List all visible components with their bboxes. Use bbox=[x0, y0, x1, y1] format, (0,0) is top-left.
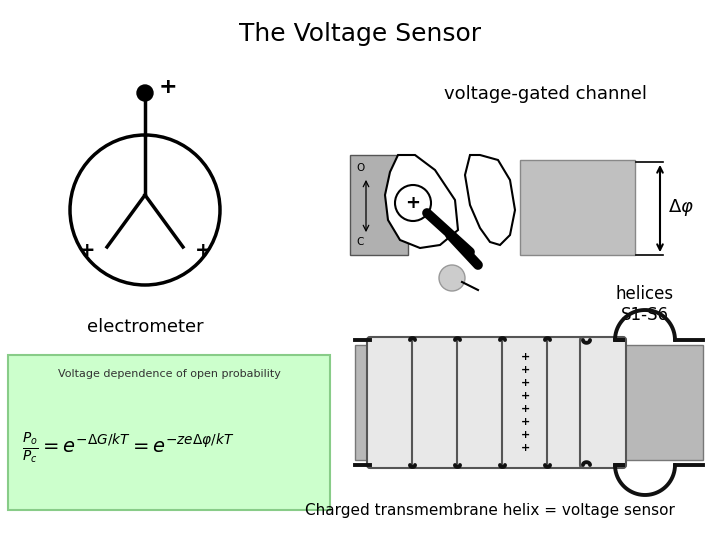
Text: electrometer: electrometer bbox=[86, 318, 203, 336]
Text: C: C bbox=[356, 237, 364, 247]
FancyBboxPatch shape bbox=[547, 337, 593, 468]
Text: +: + bbox=[521, 378, 530, 388]
FancyBboxPatch shape bbox=[580, 337, 626, 468]
FancyBboxPatch shape bbox=[502, 337, 548, 468]
Bar bbox=[350, 155, 408, 255]
Bar bbox=[520, 160, 635, 255]
Circle shape bbox=[439, 265, 465, 291]
Bar bbox=[8, 355, 330, 510]
Text: $\Delta\varphi$: $\Delta\varphi$ bbox=[668, 198, 694, 219]
Text: +: + bbox=[521, 391, 530, 401]
Polygon shape bbox=[385, 155, 458, 248]
Text: +: + bbox=[194, 241, 211, 260]
Bar bbox=[618, 345, 703, 460]
Text: Charged transmembrane helix = voltage sensor: Charged transmembrane helix = voltage se… bbox=[305, 503, 675, 518]
Text: +: + bbox=[78, 241, 95, 260]
Bar bbox=[355, 345, 413, 460]
Circle shape bbox=[395, 185, 431, 221]
Text: +: + bbox=[159, 77, 178, 97]
Text: The Voltage Sensor: The Voltage Sensor bbox=[239, 22, 481, 46]
Polygon shape bbox=[465, 155, 515, 245]
Text: +: + bbox=[521, 417, 530, 427]
Text: +: + bbox=[405, 194, 420, 212]
Text: $\frac{P_o}{P_c} = e^{-\Delta G/kT} = e^{-ze\Delta\varphi/kT}$: $\frac{P_o}{P_c} = e^{-\Delta G/kT} = e^… bbox=[22, 430, 234, 465]
Text: +: + bbox=[521, 443, 530, 453]
Text: +: + bbox=[521, 352, 530, 362]
Text: +: + bbox=[521, 430, 530, 440]
FancyBboxPatch shape bbox=[367, 337, 413, 468]
Text: voltage-gated channel: voltage-gated channel bbox=[444, 85, 647, 103]
FancyBboxPatch shape bbox=[457, 337, 503, 468]
FancyBboxPatch shape bbox=[412, 337, 458, 468]
Text: +: + bbox=[521, 365, 530, 375]
Text: Voltage dependence of open probability: Voltage dependence of open probability bbox=[58, 369, 280, 379]
Text: +: + bbox=[521, 404, 530, 414]
Text: O: O bbox=[356, 163, 364, 173]
Text: helices
S1-S6: helices S1-S6 bbox=[616, 285, 674, 324]
Circle shape bbox=[137, 85, 153, 101]
